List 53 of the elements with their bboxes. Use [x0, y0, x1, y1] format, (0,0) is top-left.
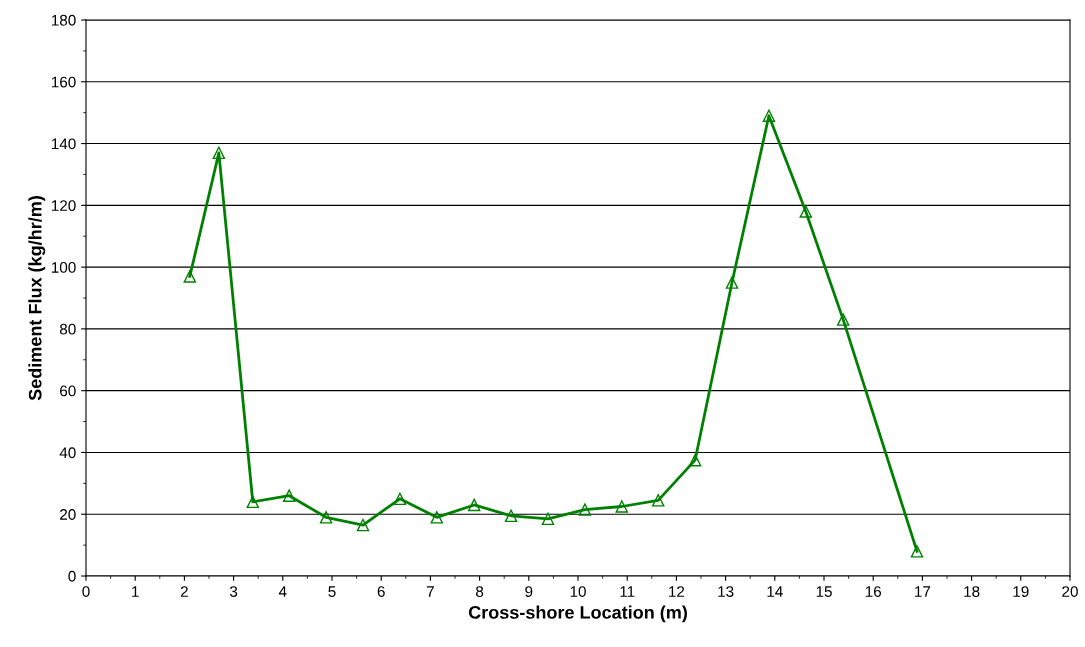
x-tick-label: 2	[180, 586, 188, 597]
y-tick-label: 80	[59, 323, 76, 335]
x-tick-label: 17	[915, 586, 931, 597]
point	[541, 512, 555, 526]
x-tick-label: 4	[278, 586, 287, 597]
x-tick-label: 12	[669, 586, 685, 597]
y-tick-label: 40	[59, 447, 76, 459]
x-tick-label: 16	[865, 586, 882, 597]
x-tick-label: 6	[377, 586, 385, 597]
point	[799, 205, 813, 218]
x-tick-label: 18	[964, 586, 980, 597]
y-tick-label: 60	[60, 385, 76, 397]
point	[504, 509, 518, 523]
point	[688, 453, 702, 467]
point	[212, 146, 226, 160]
x-tick-label: 11	[620, 586, 635, 597]
y-tick-label: 100	[51, 261, 76, 273]
y-tick-label: 120	[51, 200, 76, 212]
y-tick-label: 140	[51, 138, 76, 150]
point	[430, 511, 444, 524]
y-tick-label: 0	[68, 570, 76, 582]
x-tick-label: 9	[525, 586, 533, 597]
point	[578, 503, 592, 516]
point	[651, 494, 665, 507]
point	[762, 109, 776, 123]
x-tick-label: 5	[328, 586, 336, 597]
x-tick-label: 1	[132, 586, 139, 597]
point	[282, 489, 296, 502]
point	[615, 500, 629, 513]
point	[910, 545, 924, 558]
point	[836, 313, 850, 326]
y-axis-title: Sediment Flux (kg/hr/m)	[28, 196, 46, 401]
point	[467, 498, 481, 512]
x-tick-label: 8	[476, 586, 484, 597]
x-tick-label: 20	[1062, 586, 1078, 597]
x-tick-label: 10	[570, 586, 586, 597]
point	[246, 495, 260, 509]
y-tick-label: 160	[51, 76, 76, 88]
x-tick-label: 7	[426, 586, 434, 597]
x-tick-label: 15	[816, 586, 832, 597]
x-tick-label: 14	[767, 586, 783, 597]
x-tick-label: 13	[718, 586, 734, 597]
point	[183, 270, 197, 283]
x-tick-label: 0	[82, 586, 90, 597]
y-tick-label: 20	[60, 509, 76, 520]
x-tick-label: 19	[1013, 586, 1029, 597]
x-axis-title: Cross-shore Location (m)	[468, 605, 687, 623]
point	[356, 518, 370, 532]
y-tick-label: 180	[51, 14, 76, 26]
point	[319, 511, 333, 524]
x-tick-label: 3	[229, 586, 238, 597]
point	[393, 492, 407, 506]
point	[725, 276, 739, 289]
